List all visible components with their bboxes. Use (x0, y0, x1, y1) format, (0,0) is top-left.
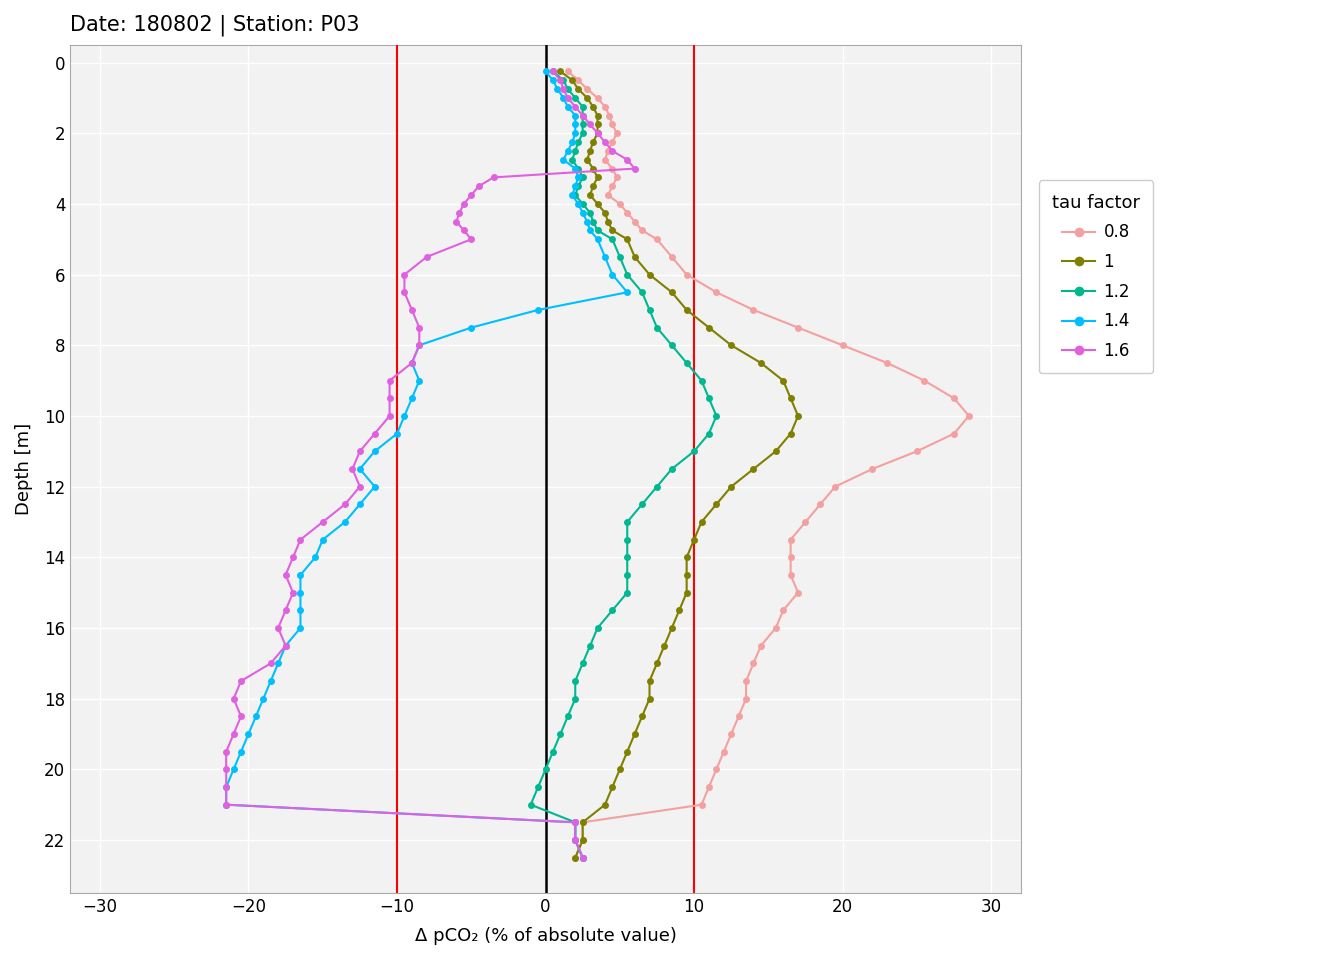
X-axis label: Δ pCO₂ (% of absolute value): Δ pCO₂ (% of absolute value) (414, 927, 676, 945)
Y-axis label: Depth [m]: Depth [m] (15, 423, 34, 515)
Legend: 0.8, 1, 1.2, 1.4, 1.6: 0.8, 1, 1.2, 1.4, 1.6 (1039, 180, 1153, 373)
Text: Date: 180802 | Station: P03: Date: 180802 | Station: P03 (70, 15, 360, 36)
